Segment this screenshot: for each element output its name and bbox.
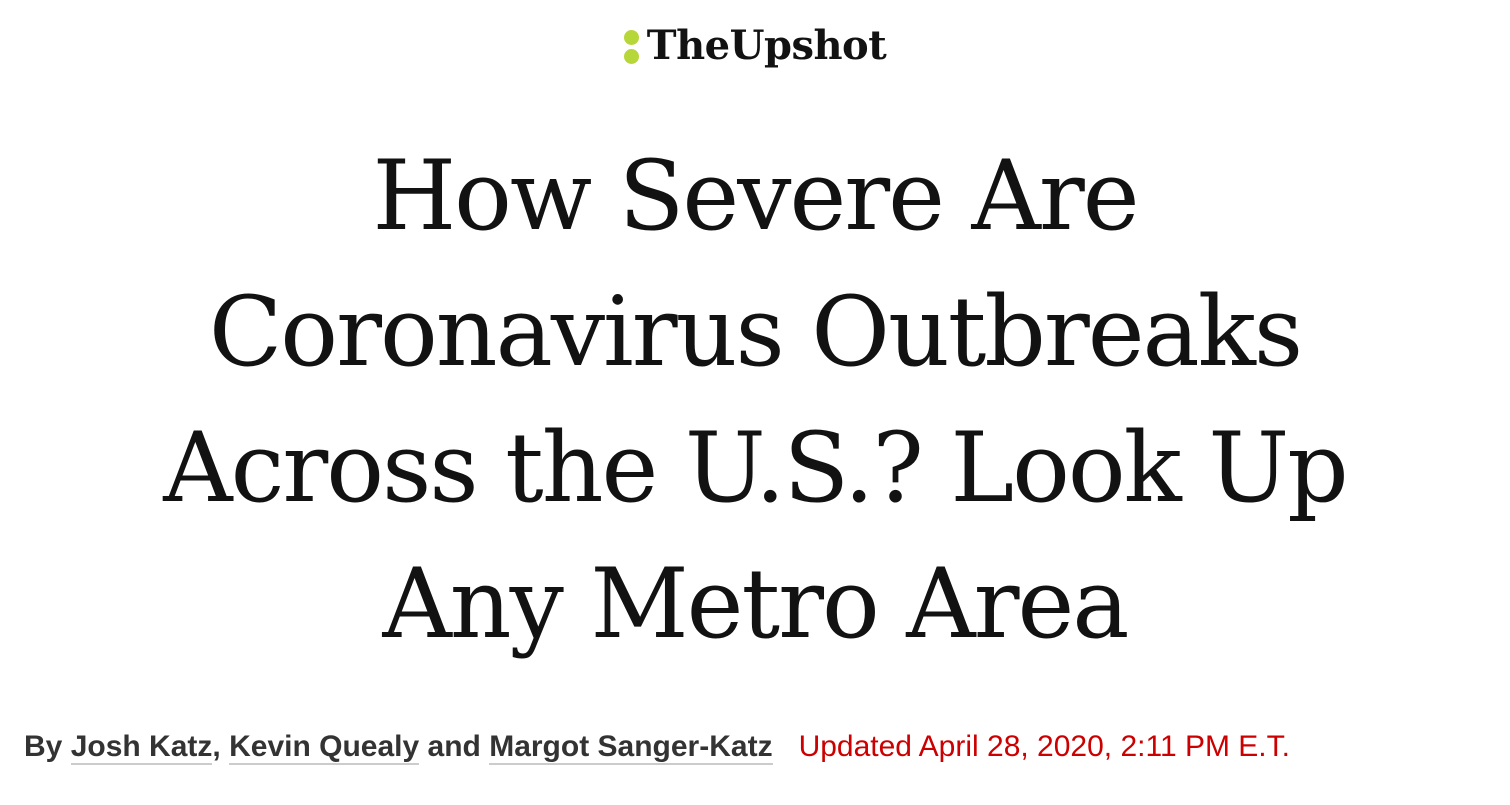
byline-comma: , — [212, 730, 221, 763]
byline-row: By Josh Katz, Kevin Quealy and Margot Sa… — [24, 730, 1290, 774]
byline-prefix: By — [24, 730, 63, 763]
author-link-margot-sanger-katz[interactable]: Margot Sanger-Katz — [489, 730, 773, 765]
updated-timestamp: Updated April 28, 2020, 2:11 PM E.T. — [798, 730, 1290, 763]
headline-line-2: Coronavirus Outbreaks — [208, 276, 1303, 388]
headline: How Severe Are Coronavirus Outbreaks Acr… — [0, 128, 1510, 672]
author-link-kevin-quealy[interactable]: Kevin Quealy — [229, 730, 420, 765]
headline-line-3: Across the U.S.? Look Up — [163, 412, 1348, 524]
logo-dot-bottom — [623, 49, 639, 64]
byline-and: and — [427, 730, 481, 763]
upshot-logo-icon — [623, 30, 639, 64]
headline-line-1: How Severe Are — [372, 140, 1139, 252]
headline-line-4: Any Metro Area — [382, 548, 1129, 660]
masthead: TheUpshot — [0, 26, 1510, 66]
section-brand-link[interactable]: TheUpshot — [646, 22, 887, 69]
author-link-josh-katz[interactable]: Josh Katz — [70, 730, 213, 765]
logo-dot-top — [623, 30, 639, 45]
byline: By Josh Katz, Kevin Quealy and Margot Sa… — [24, 730, 773, 765]
